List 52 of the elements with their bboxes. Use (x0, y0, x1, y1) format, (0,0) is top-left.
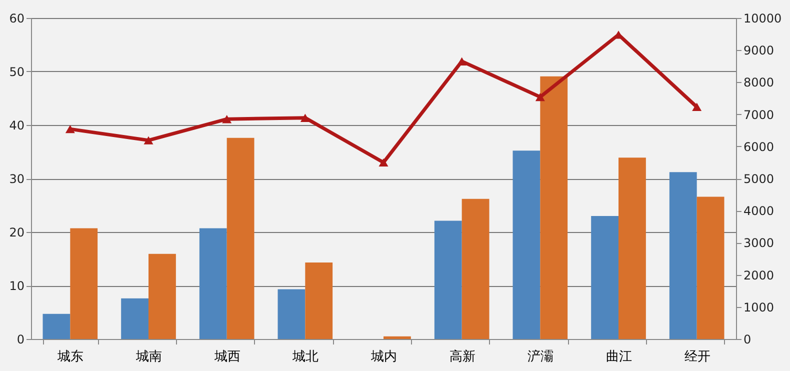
point (300, 114, 310, 122)
y2-tick-label: 2000 (744, 268, 774, 282)
y2-tick-label: 4000 (744, 204, 774, 218)
bar (278, 289, 306, 339)
bar (618, 158, 646, 339)
y-tick-label: 10 (9, 279, 24, 293)
bar (42, 314, 70, 339)
point (457, 57, 467, 66)
bar (669, 172, 697, 339)
y2-tick-label: 6000 (744, 140, 774, 154)
point (378, 158, 388, 167)
bar (70, 228, 98, 339)
y2-tick-label: 10000 (744, 12, 782, 26)
x-tick-label: 城内 (370, 350, 397, 364)
bar (462, 198, 490, 339)
y-tick-label: 50 (9, 65, 24, 79)
bar (226, 138, 254, 339)
bar (540, 76, 568, 339)
bar (696, 196, 724, 339)
y2-tick-label: 5000 (744, 172, 774, 186)
bar (148, 254, 176, 339)
y-tick-label: 60 (9, 12, 24, 26)
bar (434, 220, 462, 339)
bar (384, 336, 411, 339)
y2-tick-label: 8000 (744, 76, 774, 90)
x-tick-label: 高新 (449, 348, 476, 364)
x-tick-label: 城西 (213, 350, 240, 364)
x-tick-label: 经开 (684, 350, 710, 364)
point (535, 92, 545, 102)
bar (121, 298, 148, 339)
y2-tick-label: 0 (744, 332, 752, 346)
y-tick-label: 30 (9, 172, 24, 186)
y2-tick-label: 7000 (744, 108, 774, 122)
y-tick-label: 0 (16, 332, 24, 346)
x-tick-label: 城东 (56, 350, 84, 364)
point (222, 115, 232, 124)
y2-tick-label: 1000 (744, 300, 774, 314)
point (65, 124, 75, 134)
bar (591, 216, 618, 339)
y-tick-label: 20 (9, 226, 24, 240)
bar (512, 150, 540, 339)
x-tick-label: 浐灞 (528, 350, 554, 364)
bar (305, 262, 333, 339)
bar (199, 228, 227, 339)
y2-tick-label: 9000 (744, 44, 774, 58)
point (692, 102, 702, 112)
x-tick-label: 城北 (292, 350, 319, 364)
y2-tick-label: 3000 (744, 236, 774, 250)
x-tick-label: 城南 (135, 350, 162, 364)
x-tick-label: 曲江 (606, 350, 632, 364)
y-tick-label: 40 (9, 118, 24, 132)
point (144, 136, 154, 144)
